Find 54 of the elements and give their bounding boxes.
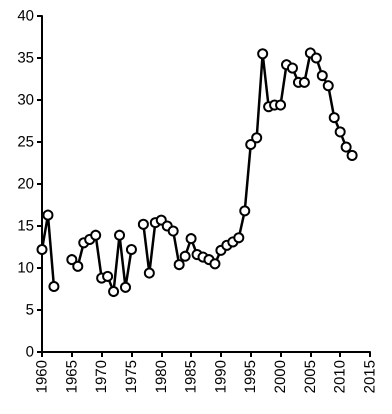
point [36,244,48,256]
point [168,226,179,237]
y-tick-label: 10 [17,260,34,276]
point [120,282,131,293]
x-tick-label: 1960 [34,360,50,394]
point [126,244,137,256]
y-tick-label: 20 [17,176,34,192]
point [328,112,340,124]
y-tick-label: 35 [17,50,34,66]
point [340,142,352,153]
point [239,205,250,216]
x-tick-label: 2015 [362,360,378,394]
point [42,210,54,221]
point [316,70,328,82]
point [66,254,78,266]
point [275,100,286,111]
point [298,76,310,88]
point [251,132,262,144]
point [108,286,120,298]
point [245,139,256,150]
y-tick-label: 0 [26,344,34,360]
y-tick-label: 15 [17,218,34,234]
x-tick-label: 1965 [63,360,80,394]
x-tick-label: 1985 [182,360,200,394]
y-tick-label: 30 [17,92,34,108]
point [138,218,149,230]
y-tick-label: 40 [17,8,34,24]
y-tick-label: 5 [26,302,34,318]
point [48,280,60,292]
point [114,230,126,241]
point [144,268,155,279]
point [257,48,268,60]
x-tick-label: 1970 [93,360,110,394]
point [180,250,191,262]
x-tick-label: 1980 [152,360,170,394]
x-tick-label: 1995 [242,360,260,394]
point [72,260,84,272]
point [174,259,185,270]
point [233,232,244,244]
x-tick-label: 1990 [212,360,230,394]
point [186,233,197,244]
point [346,150,358,161]
x-tick-label: 2010 [332,360,349,394]
x-tick-label: 2000 [272,360,290,394]
point [334,126,346,138]
point [322,80,334,92]
point [90,230,102,241]
x-tick-label: 2005 [302,360,319,394]
y-tick-label: 25 [17,134,34,150]
point [209,258,220,270]
point [286,62,298,74]
point [102,270,114,282]
point [310,52,322,64]
x-tick-label: 1975 [122,360,140,394]
